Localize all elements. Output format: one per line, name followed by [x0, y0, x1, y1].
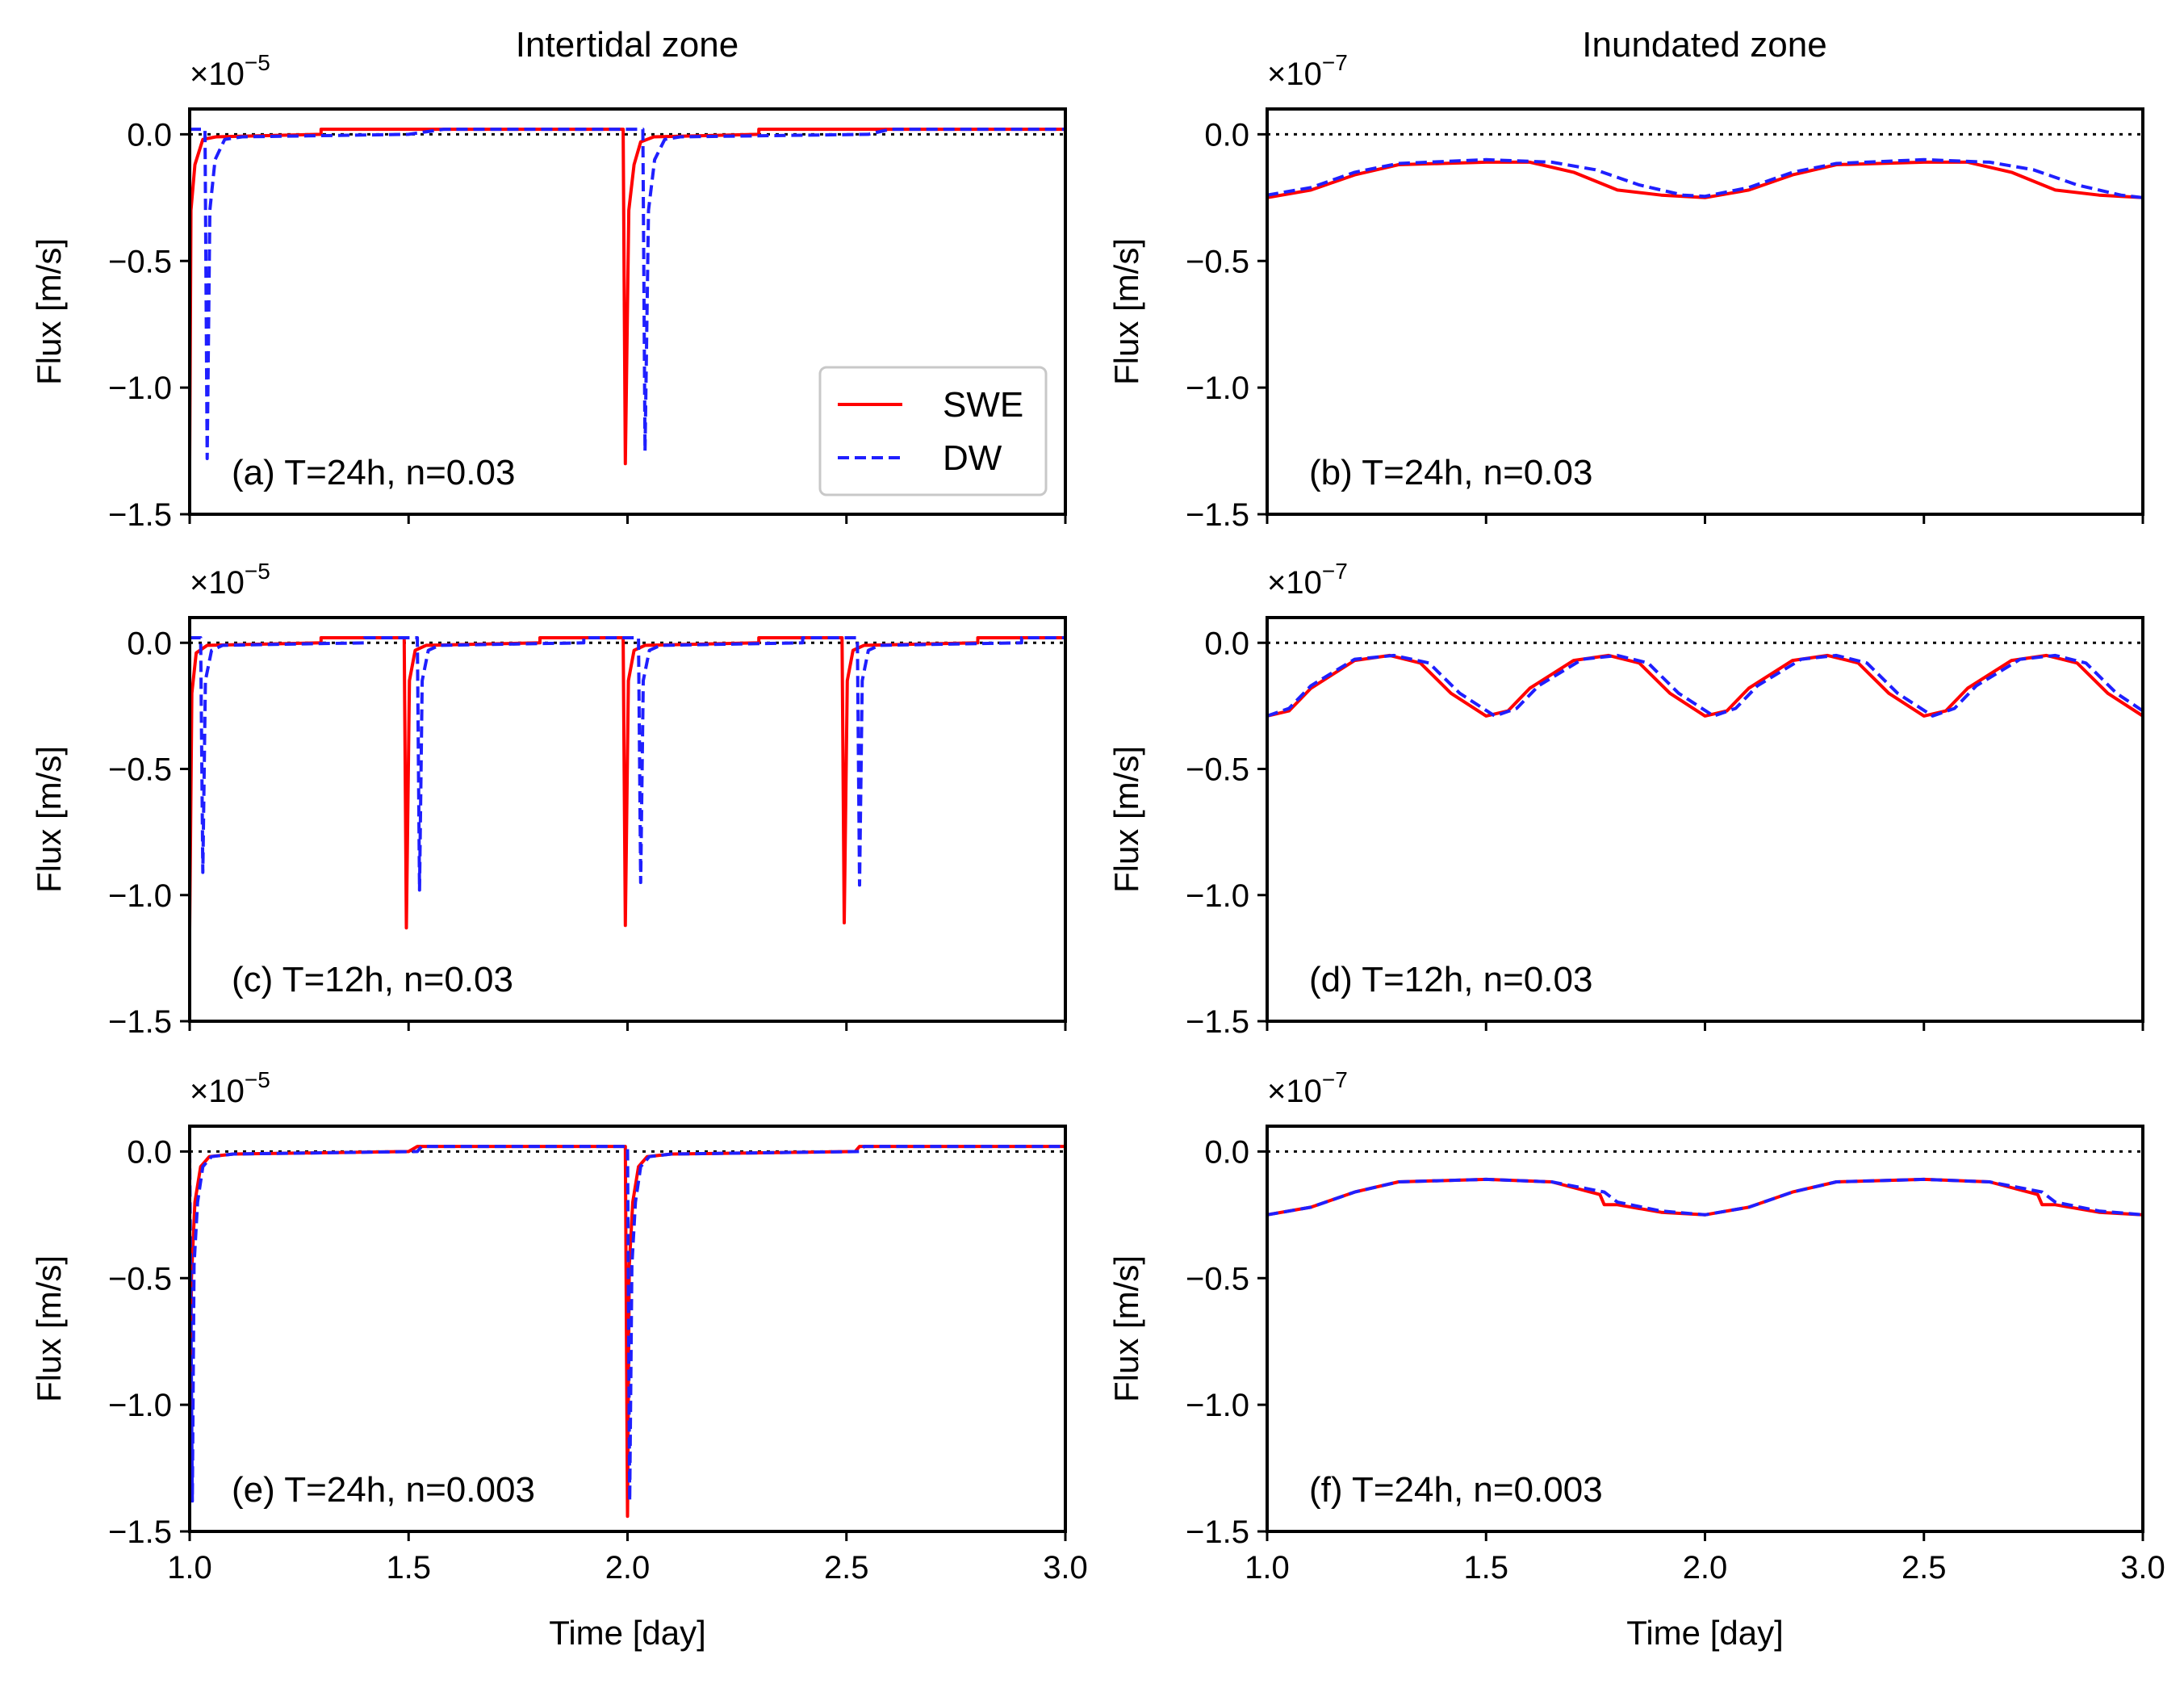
panel-c-offset-exp: −5 — [245, 559, 270, 584]
panel-b-ytick-label: −1.5 — [1186, 497, 1249, 533]
panel-d-ytick-label: −1.0 — [1186, 878, 1249, 914]
panel-d-series-swe — [1267, 653, 2143, 718]
panel-b-offset-text: ×10−7 — [1267, 50, 1348, 92]
panel-f-xtick-label: 1.0 — [1245, 1550, 1290, 1586]
panel-e-ytick-label: −1.0 — [108, 1388, 172, 1423]
panel-f-xlabel: Time [day] — [1626, 1614, 1784, 1652]
panel-c-ylabel: Flux [m/s] — [30, 746, 68, 893]
panel-f-xtick-label: 2.0 — [1683, 1550, 1728, 1586]
panel-e: 0.0 −0.5 −1.0 −1.51.0 1.5 2.0 2.5 3.0 Flux [m/s]… — [30, 1067, 1088, 1652]
panel-a-ylabel: Flux [m/s] — [30, 238, 68, 385]
panel-a: 0.0 −0.5 −1.0 −1.5 Flux [m/s] ×10−5 (a) T=24h,… — [30, 50, 1067, 533]
panel-f: 0.0 −0.5 −1.0 −1.51.0 1.5 2.0 2.5 3.0 Flux [m/s]… — [1107, 1067, 2165, 1652]
panel-b-ylabel: Flux [m/s] — [1107, 238, 1145, 385]
panel-b-ytick-label: −0.5 — [1186, 244, 1249, 279]
panel-c-ytick-label: −0.5 — [108, 752, 172, 788]
panel-f-ytick-label: −1.5 — [1186, 1514, 1249, 1550]
panel-e-series-dw — [190, 1145, 1065, 1503]
panel-a-series-swe — [190, 128, 1065, 466]
panel-e-xtick-label: 1.0 — [167, 1550, 212, 1586]
panel-d: 0.0 −0.5 −1.0 −1.5 Flux [m/s] ×10−7 (d) T=12h,… — [1107, 559, 2144, 1040]
panel-e-xtick-label: 3.0 — [1043, 1550, 1088, 1586]
panel-d-offset-exp: −7 — [1322, 559, 1348, 584]
panel-a-series-group — [190, 128, 1065, 466]
panel-a-offset-base: ×10 — [190, 57, 245, 92]
panel-b: 0.0 −0.5 −1.0 −1.5 Flux [m/s] ×10−7 (b) T=24h,… — [1107, 50, 2144, 533]
panel-f-xtick-label: 2.5 — [1902, 1550, 1947, 1586]
panel-f-offset-exp: −7 — [1322, 1067, 1348, 1092]
panel-a-ytick-label: −1.5 — [108, 497, 172, 533]
panel-c-offset-base: ×10 — [190, 565, 245, 601]
panel-d-ytick-label: 0.0 — [1204, 626, 1249, 661]
panel-e-series-group — [190, 1145, 1065, 1519]
panel-a-label: (a) T=24h, n=0.03 — [232, 453, 515, 492]
panel-e-xlabel: Time [day] — [549, 1614, 706, 1652]
panel-b-series-swe — [1267, 160, 2143, 199]
panel-f-ytick-label: −0.5 — [1186, 1261, 1249, 1297]
panel-b-label: (b) T=24h, n=0.03 — [1309, 453, 1592, 492]
panel-b-offset-exp: −7 — [1322, 50, 1348, 75]
panel-f-offset-base: ×10 — [1267, 1074, 1322, 1109]
panel-a-series-dw — [190, 128, 1065, 460]
panel-f-series-swe — [1267, 1177, 2143, 1217]
panel-e-ytick-label: −1.5 — [108, 1514, 172, 1550]
panel-e-label: (e) T=24h, n=0.003 — [232, 1470, 535, 1510]
panel-d-series-dw — [1267, 653, 2143, 718]
panel-f-ytick-label: −1.0 — [1186, 1388, 1249, 1423]
panel-f-offset-text: ×10−7 — [1267, 1067, 1348, 1109]
legend: SWE DW — [818, 366, 1048, 496]
panel-d-ylabel: Flux [m/s] — [1107, 746, 1145, 893]
panel-a-offset-exp: −5 — [245, 50, 270, 75]
panel-f-series-dw — [1267, 1177, 2143, 1217]
panel-c-series-dw — [190, 636, 1065, 892]
panel-c-ytick-label: −1.5 — [108, 1004, 172, 1040]
col-title-right: Inundated zone — [1582, 25, 1826, 65]
panel-e-xtick-label: 1.5 — [386, 1550, 431, 1586]
panel-e-xtick-label: 2.5 — [824, 1550, 869, 1586]
panel-e-ylabel: Flux [m/s] — [30, 1255, 68, 1402]
panel-e-ytick-label: 0.0 — [127, 1134, 172, 1170]
panel-f-ylabel: Flux [m/s] — [1107, 1255, 1145, 1402]
legend-dw-label: DW — [943, 438, 1002, 478]
panel-a-ytick-label: 0.0 — [127, 117, 172, 153]
panel-f-label: (f) T=24h, n=0.003 — [1309, 1470, 1603, 1510]
panel-b-ytick-label: 0.0 — [1204, 117, 1249, 153]
panel-e-xtick-label: 2.0 — [605, 1550, 651, 1586]
panel-c-offset-text: ×10−5 — [190, 559, 270, 601]
panel-d-ytick-label: −1.5 — [1186, 1004, 1249, 1040]
panel-b-ytick-label: −1.0 — [1186, 371, 1249, 406]
panel-c-label: (c) T=12h, n=0.03 — [232, 960, 513, 999]
panel-e-offset-exp: −5 — [245, 1067, 270, 1092]
panel-f-xtick-label: 1.5 — [1463, 1550, 1508, 1586]
panel-b-series-dw — [1267, 157, 2143, 199]
panel-c-series-swe — [190, 636, 1065, 931]
panel-e-ytick-label: −0.5 — [108, 1261, 172, 1297]
panel-a-offset-text: ×10−5 — [190, 50, 270, 92]
panel-d-label: (d) T=12h, n=0.03 — [1309, 960, 1592, 999]
panel-e-offset-base: ×10 — [190, 1074, 245, 1109]
legend-box — [818, 366, 1048, 496]
panel-a-ytick-label: −0.5 — [108, 244, 172, 279]
panel-f-ytick-label: 0.0 — [1204, 1134, 1249, 1170]
panel-c-series-group — [190, 636, 1065, 931]
panel-d-offset-base: ×10 — [1267, 565, 1322, 601]
panel-f-series-group — [1267, 1177, 2143, 1217]
panel-c-ytick-label: 0.0 — [127, 626, 172, 661]
col-title-left: Intertidal zone — [516, 25, 738, 65]
panel-a-ytick-label: −1.0 — [108, 371, 172, 406]
panel-b-series-group — [1267, 157, 2143, 199]
panel-d-series-group — [1267, 653, 2143, 718]
panel-c: 0.0 −0.5 −1.0 −1.5 Flux [m/s] ×10−5 (c) T=12h,… — [30, 559, 1067, 1040]
panel-c-ytick-label: −1.0 — [108, 878, 172, 914]
legend-swe-label: SWE — [943, 385, 1023, 425]
panel-e-offset-text: ×10−5 — [190, 1067, 270, 1109]
panel-d-offset-text: ×10−7 — [1267, 559, 1348, 601]
panel-d-ytick-label: −0.5 — [1186, 752, 1249, 788]
panel-f-xtick-label: 3.0 — [2120, 1550, 2165, 1586]
panel-b-offset-base: ×10 — [1267, 57, 1322, 92]
